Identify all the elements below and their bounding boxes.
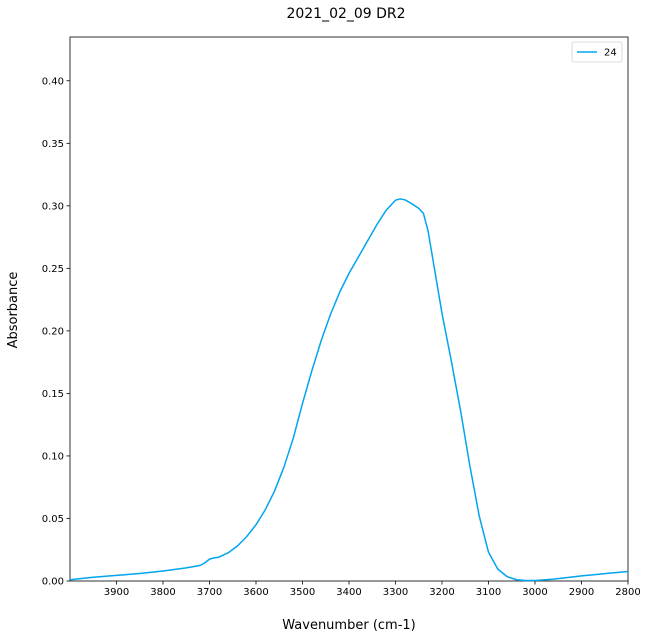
legend-label: 24 <box>604 48 617 59</box>
x-tick-label: 3800 <box>150 587 175 598</box>
x-tick-label: 3400 <box>336 587 361 598</box>
y-tick-label: 0.00 <box>42 577 64 588</box>
y-tick-label: 0.35 <box>42 139 64 150</box>
y-tick-label: 0.30 <box>42 201 64 212</box>
y-tick-label: 0.05 <box>42 514 64 525</box>
y-tick-label: 0.25 <box>42 264 64 275</box>
x-tick-label: 2900 <box>569 587 594 598</box>
x-tick-label: 3700 <box>197 587 222 598</box>
series-line-24 <box>69 198 629 582</box>
y-tick-label: 0.10 <box>42 451 64 462</box>
chart-title: 2021_02_09 DR2 <box>286 6 405 22</box>
x-tick-label: 3000 <box>522 587 547 598</box>
x-tick-label: 2800 <box>615 587 640 598</box>
plot-area: 3900 3800 3700 3600 3500 3400 3300 3200 3100 3000… <box>42 36 641 598</box>
axes-frame <box>69 36 629 582</box>
y-tick-label: 0.40 <box>42 76 64 87</box>
x-tick-label: 3900 <box>104 587 129 598</box>
x-tick-label: 3500 <box>290 587 315 598</box>
legend: 24 <box>571 41 623 63</box>
x-tick-label: 3300 <box>383 587 408 598</box>
y-axis-title: Absorbance <box>6 272 21 349</box>
y-tick-label: 0.20 <box>42 326 64 337</box>
x-axis-title: Wavenumber (cm-1) <box>282 618 415 633</box>
x-tick-label: 3100 <box>476 587 501 598</box>
x-tick-label: 3200 <box>429 587 454 598</box>
y-tick-label: 0.15 <box>42 389 64 400</box>
x-tick-label: 3600 <box>243 587 268 598</box>
